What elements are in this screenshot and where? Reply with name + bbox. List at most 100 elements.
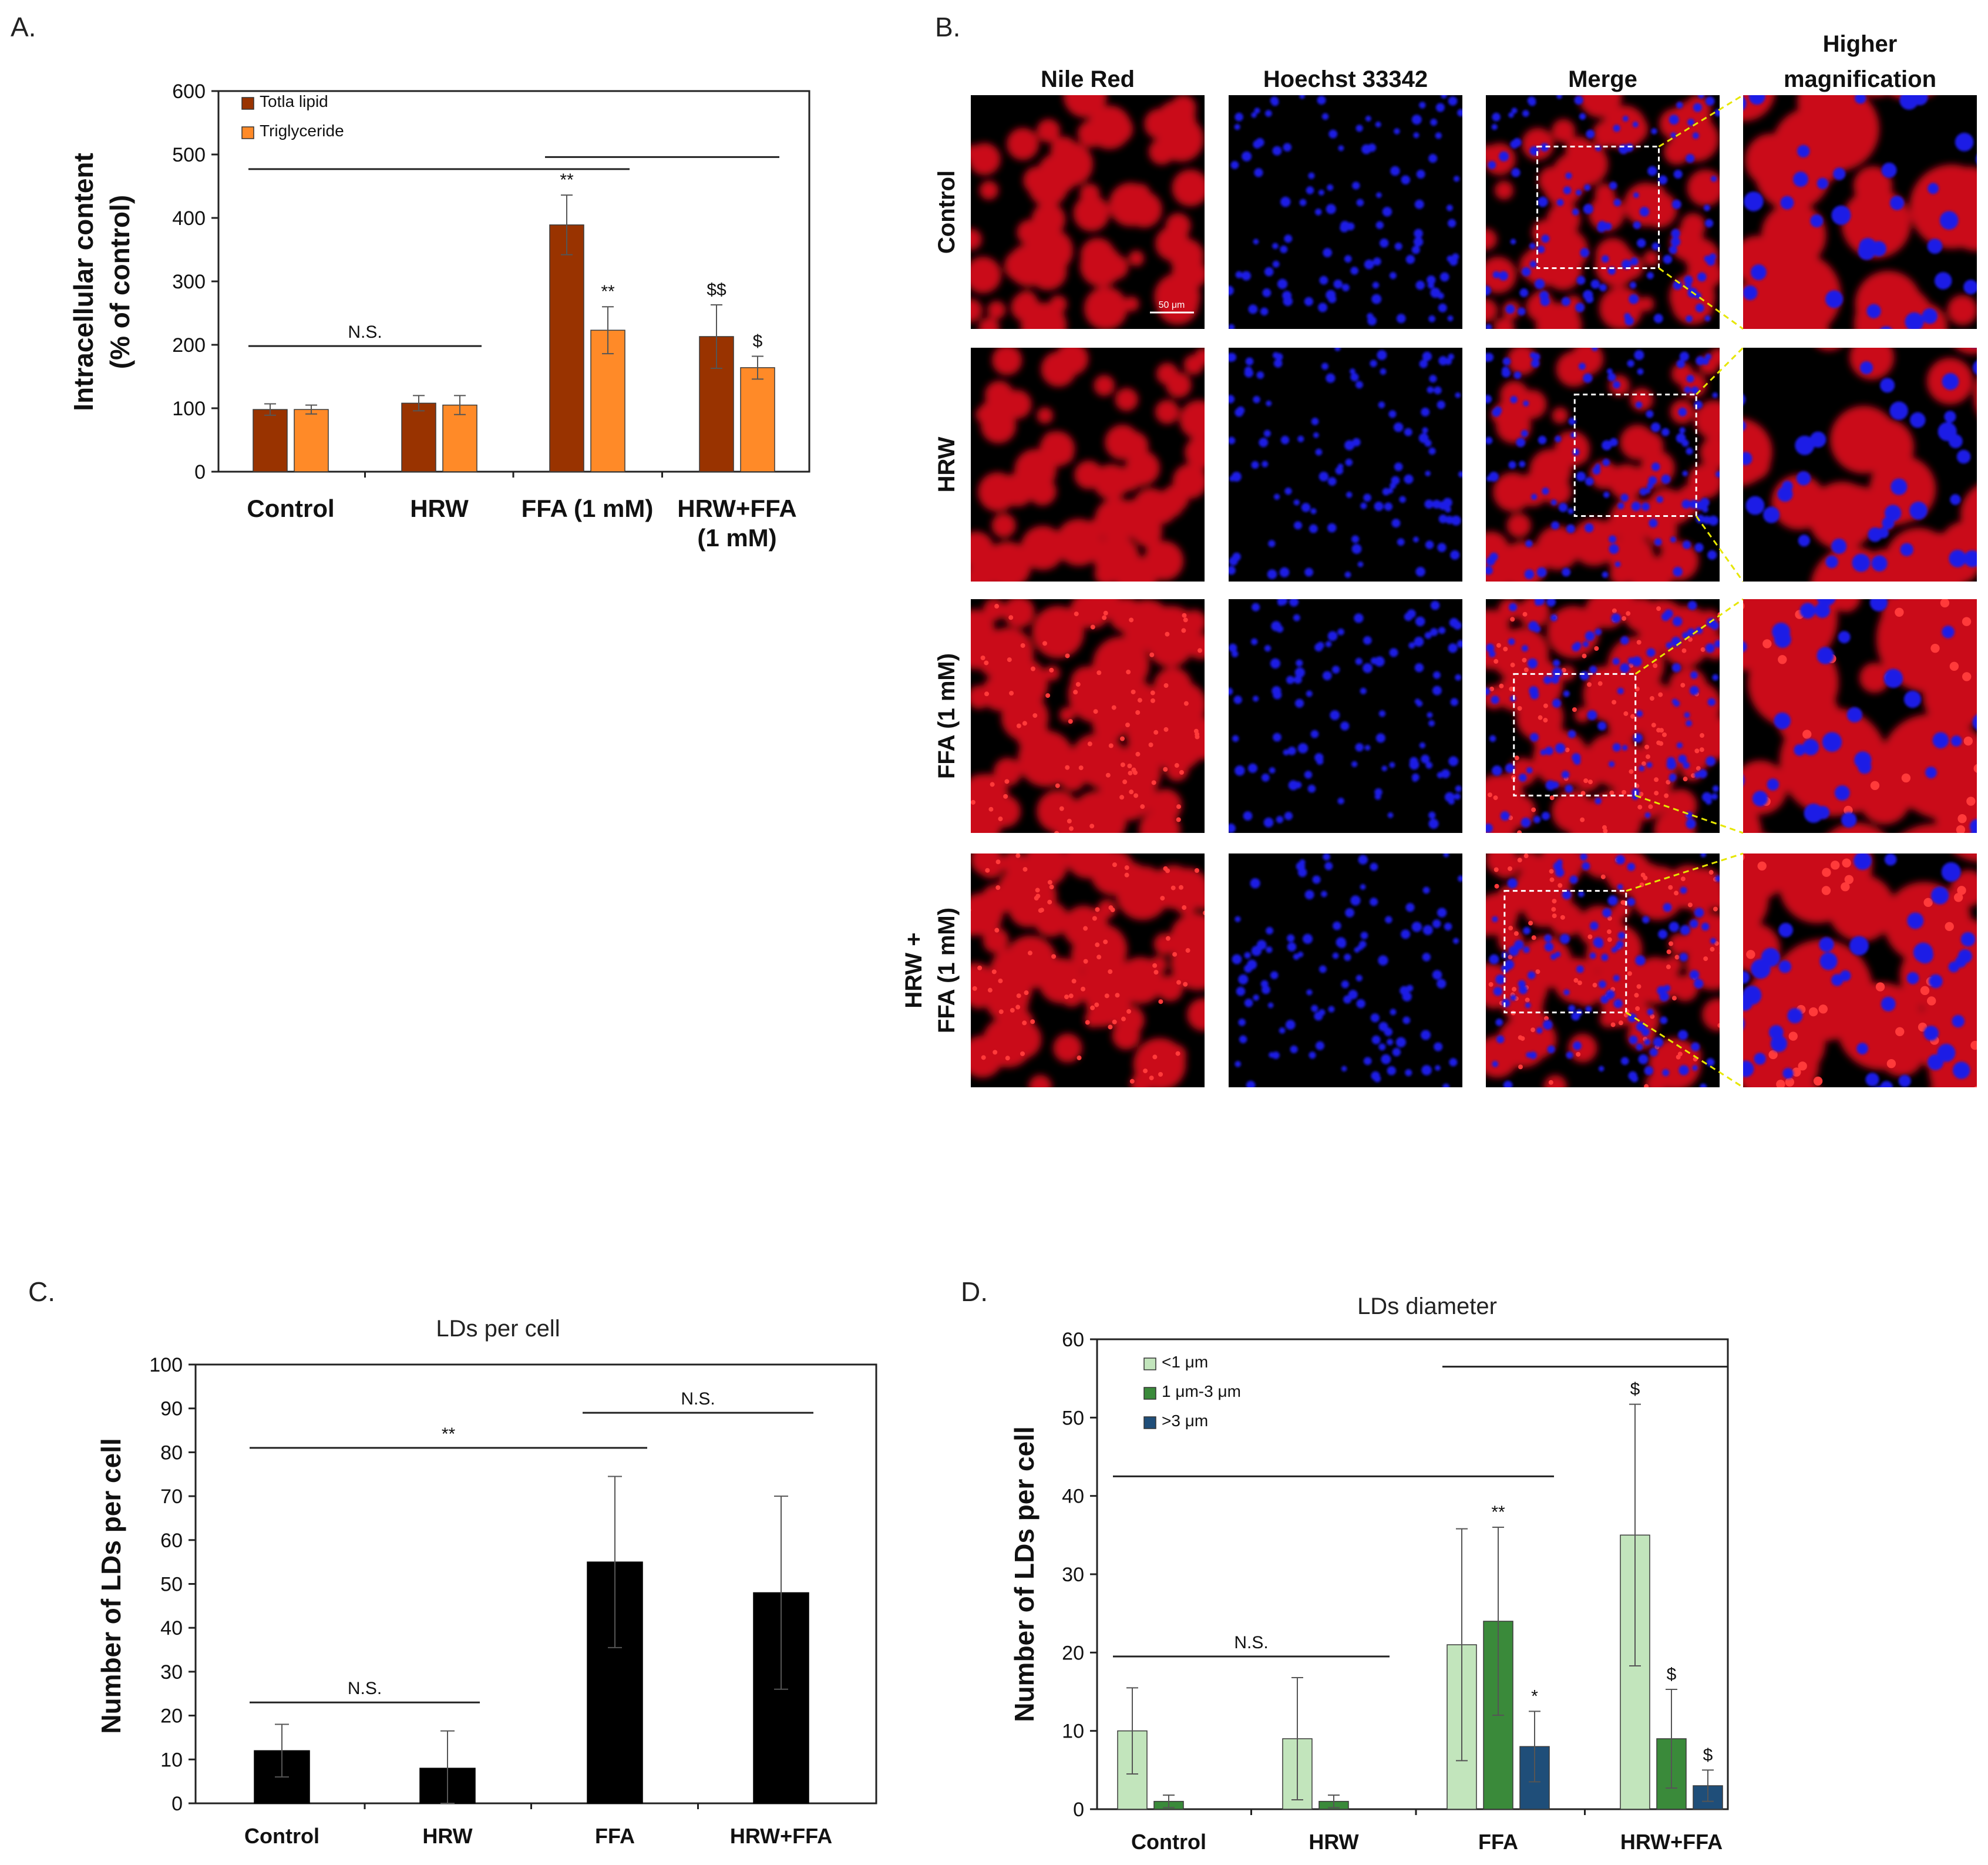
nucleus xyxy=(1435,1065,1441,1071)
nucleus xyxy=(1413,132,1419,139)
lipid-droplet xyxy=(1618,1020,1623,1026)
lipid-droplet xyxy=(1108,905,1114,910)
nucleus xyxy=(1621,259,1632,270)
nucleus xyxy=(1429,375,1437,383)
nucleus xyxy=(1649,1047,1659,1057)
nucleus xyxy=(1510,238,1516,245)
nucleus xyxy=(1412,776,1418,782)
nucleus xyxy=(1232,954,1242,965)
lipid-cluster xyxy=(1784,1080,1819,1087)
nucleus xyxy=(1492,1061,1499,1067)
lipid-droplet xyxy=(1128,771,1133,776)
lipid-droplet xyxy=(1122,779,1128,785)
lipid-cluster xyxy=(1165,213,1191,238)
nucleus xyxy=(1670,132,1677,139)
category-label: HRW+FFA xyxy=(1620,1830,1723,1854)
nucleus xyxy=(1306,690,1313,697)
nucleus xyxy=(1266,400,1272,406)
nucleus xyxy=(1530,732,1539,742)
category-label: HRW xyxy=(1308,1830,1358,1854)
lipid-droplet xyxy=(1068,826,1074,831)
nucleus xyxy=(1963,280,1977,295)
nucleus xyxy=(1576,275,1586,285)
nucleus xyxy=(1627,657,1635,664)
nucleus xyxy=(1384,1027,1393,1036)
lipid-droplet xyxy=(1068,719,1073,724)
nucleus xyxy=(1676,359,1685,368)
nucleus xyxy=(1277,278,1288,290)
nucleus xyxy=(1519,288,1529,297)
lipid-droplet xyxy=(1027,950,1032,956)
nucleus xyxy=(1295,698,1304,708)
nucleus xyxy=(1321,891,1327,898)
lipid-droplet xyxy=(1676,1054,1681,1060)
nucleus xyxy=(1787,1008,1803,1024)
lipid-droplet xyxy=(1762,639,1772,648)
nucleus xyxy=(1972,714,1977,730)
nucleus xyxy=(1323,248,1333,258)
nucleus xyxy=(1244,999,1253,1007)
lipid-cluster xyxy=(1866,1128,1922,1184)
nucleus xyxy=(1393,422,1404,432)
lipid-droplet xyxy=(1493,658,1499,664)
y-tick-label: 50 xyxy=(160,1574,183,1596)
lipid-cluster xyxy=(1532,220,1558,246)
nucleus xyxy=(1614,561,1621,567)
nucleus xyxy=(1582,641,1589,647)
nucleus xyxy=(1544,934,1552,942)
nucleus xyxy=(1248,304,1258,314)
lipid-cluster xyxy=(1743,95,1775,122)
nucleus xyxy=(1630,257,1639,266)
nucleus xyxy=(1986,1208,1988,1222)
lipid-cluster xyxy=(1641,703,1699,761)
lipid-cluster xyxy=(971,774,1009,818)
lipid-cluster xyxy=(1702,998,1720,1031)
nucleus xyxy=(1638,1054,1649,1064)
nucleus xyxy=(1686,720,1693,727)
lipid-droplet xyxy=(1494,883,1499,889)
lipid-droplet xyxy=(1664,793,1669,798)
lipid-droplet xyxy=(1901,773,1911,783)
nucleus xyxy=(1435,103,1445,112)
row-label: HRW + xyxy=(901,932,927,1008)
nucleus xyxy=(1583,373,1593,383)
lipid-droplet xyxy=(1518,1035,1523,1040)
lipid-droplet xyxy=(1653,663,1658,668)
nucleus xyxy=(1561,297,1571,306)
nucleus xyxy=(1713,327,1731,345)
nucleus xyxy=(1394,128,1400,135)
nucleus xyxy=(1297,952,1304,957)
nucleus xyxy=(1355,381,1363,389)
nucleus xyxy=(1647,482,1654,489)
lipid-droplet xyxy=(1953,893,1963,902)
lipid-droplet xyxy=(1821,1105,1830,1114)
lipid-droplet xyxy=(1743,603,1745,610)
nucleus xyxy=(1234,112,1243,122)
nucleus xyxy=(1849,936,1869,956)
lipid-droplet xyxy=(1065,765,1070,770)
nucleus xyxy=(1969,819,1977,833)
lipid-cluster xyxy=(1155,399,1180,424)
nucleus xyxy=(1301,503,1311,512)
nucleus xyxy=(1714,25,1728,38)
nucleus xyxy=(1422,953,1431,962)
nucleus xyxy=(1689,685,1699,695)
nucleus xyxy=(1907,36,1918,47)
lipid-droplet xyxy=(1930,643,1940,653)
lipid-droplet xyxy=(1669,941,1674,946)
nucleus xyxy=(1273,359,1283,368)
nucleus xyxy=(1573,1041,1582,1050)
lipid-droplet xyxy=(1165,936,1170,941)
lipid-droplet xyxy=(1580,791,1586,796)
nucleus xyxy=(1700,853,1707,858)
nucleus xyxy=(1402,1016,1411,1024)
nucleus xyxy=(1427,712,1433,718)
nucleus xyxy=(1605,990,1615,1000)
lipid-droplet xyxy=(1845,842,1854,851)
lipid-droplet xyxy=(1839,845,1848,854)
column-header: Hoechst 33342 xyxy=(1263,66,1428,92)
nucleus xyxy=(1692,1065,1698,1071)
lipid-cluster xyxy=(1044,665,1060,681)
nucleus xyxy=(1250,638,1258,646)
